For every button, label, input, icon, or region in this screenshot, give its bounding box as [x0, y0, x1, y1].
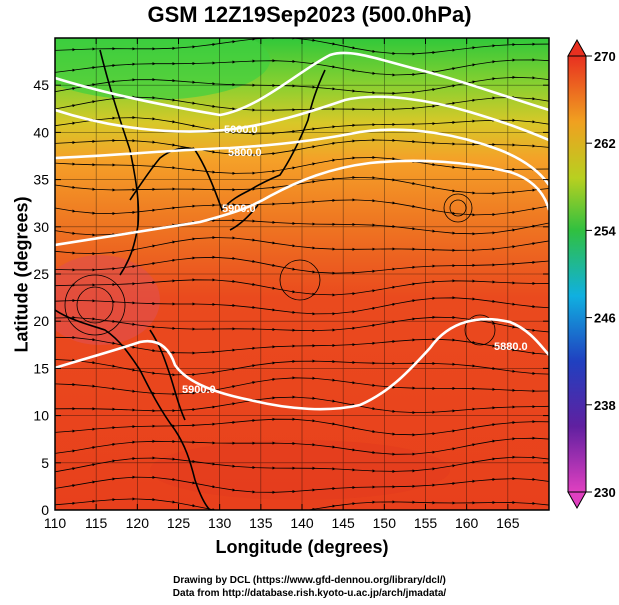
colorbar-tick-label: 254 [594, 223, 616, 238]
map-title: GSM 12Z19Sep2023 (500.0hPa) [147, 2, 472, 27]
china-korea-coast [99, 49, 140, 276]
y-tick-label: 15 [33, 360, 49, 376]
streamline [55, 255, 549, 275]
colorbar-ticks: 230 238 246 254 262 270 [586, 49, 616, 500]
longitude-axis: 110 115 120 125 130 135 140 145 150 155 160 165 [44, 38, 520, 531]
latitude-axis: 0 5 10 15 20 25 30 35 40 45 [33, 77, 549, 518]
coastlines [55, 49, 326, 510]
map-plot-area [55, 38, 549, 510]
streamline [55, 296, 549, 316]
contour-5700 [55, 51, 549, 117]
y-tick-label: 40 [33, 124, 49, 140]
x-tick-label: 115 [85, 515, 108, 531]
vortex-streamline [279, 259, 321, 301]
streamline [55, 455, 549, 474]
x-tick-label: 120 [126, 515, 150, 531]
streamline [55, 155, 549, 175]
cold-shading [55, 38, 270, 100]
contour-label: 5000.0 [224, 124, 258, 136]
colorbar-top-arrow [567, 38, 587, 57]
streamline [55, 376, 549, 396]
contour-label: 5900.0 [222, 203, 256, 215]
x-tick-label: 150 [373, 515, 397, 531]
y-axis-label: Latitude (degrees) [11, 196, 32, 353]
vortex-streamline [64, 274, 126, 336]
y-tick-label: 35 [33, 172, 49, 188]
colorbar: 230 238 246 254 262 270 [567, 38, 616, 510]
streamline [55, 278, 549, 297]
colorbar-tick-label: 230 [594, 485, 616, 500]
streamline [55, 58, 549, 77]
japan-coast [129, 69, 326, 212]
colorbar-tick-label: 270 [594, 49, 616, 64]
x-tick-label: 145 [331, 515, 355, 531]
vortex-streamline [76, 286, 114, 324]
x-tick-label: 140 [290, 515, 314, 531]
streamline [55, 115, 549, 136]
streamline [55, 38, 549, 56]
x-tick-label: 125 [167, 515, 191, 531]
streamline [55, 95, 549, 112]
contour-label: 5900.0 [182, 384, 216, 396]
streamline [55, 395, 549, 415]
x-tick-label: 130 [208, 515, 232, 531]
x-tick-label: 155 [414, 515, 438, 531]
vortex-streamline [443, 193, 473, 223]
y-tick-label: 45 [33, 77, 49, 93]
credit-data: Data from http://database.rish.kyoto-u.a… [172, 588, 447, 599]
contour-5800 [55, 128, 549, 186]
y-tick-label: 30 [33, 219, 49, 235]
height-contours [55, 51, 549, 411]
x-axis-label: Longitude (degrees) [215, 537, 389, 557]
streamline [55, 475, 549, 494]
y-tick-label: 10 [33, 408, 49, 424]
vortex-streamline [449, 199, 467, 217]
contour-5900 [55, 317, 549, 411]
southeast-asia-coast [55, 309, 211, 510]
x-tick-label: 135 [249, 515, 273, 531]
x-tick-label: 165 [496, 515, 520, 531]
streamline [55, 358, 549, 377]
colorbar-bottom-arrow [567, 491, 587, 510]
x-tick-label: 110 [44, 515, 67, 531]
contour-label: 5880.0 [494, 341, 528, 353]
streamline [55, 497, 549, 510]
y-tick-label: 0 [41, 502, 49, 518]
y-tick-label: 5 [41, 455, 49, 471]
streamline [55, 235, 549, 256]
colorbar-tick-label: 262 [594, 136, 616, 151]
contour-labels: 5000.0 5800.0 5900.0 5880.0 5900.0 [182, 124, 528, 396]
y-tick-label: 20 [33, 313, 49, 329]
contour-5800-upper [55, 95, 549, 142]
island-coast [229, 204, 259, 231]
vortex-streamline [464, 314, 496, 346]
streamlines [55, 38, 549, 510]
colorbar-tick-label: 238 [594, 398, 616, 413]
contour-label: 5800.0 [228, 147, 262, 159]
streamline [55, 138, 549, 157]
warm-core-shading [55, 255, 160, 345]
streamline [55, 75, 549, 95]
contour-5880 [55, 159, 549, 247]
colorbar-tick-label: 246 [594, 311, 616, 326]
streamline [55, 417, 549, 437]
colorbar-body [567, 55, 587, 493]
streamline [55, 436, 549, 456]
x-tick-label: 160 [455, 515, 479, 531]
streamline [55, 175, 549, 195]
y-tick-label: 25 [33, 266, 49, 282]
credit-drawing: Drawing by DCL (https://www.gfd-dennou.o… [173, 575, 446, 586]
